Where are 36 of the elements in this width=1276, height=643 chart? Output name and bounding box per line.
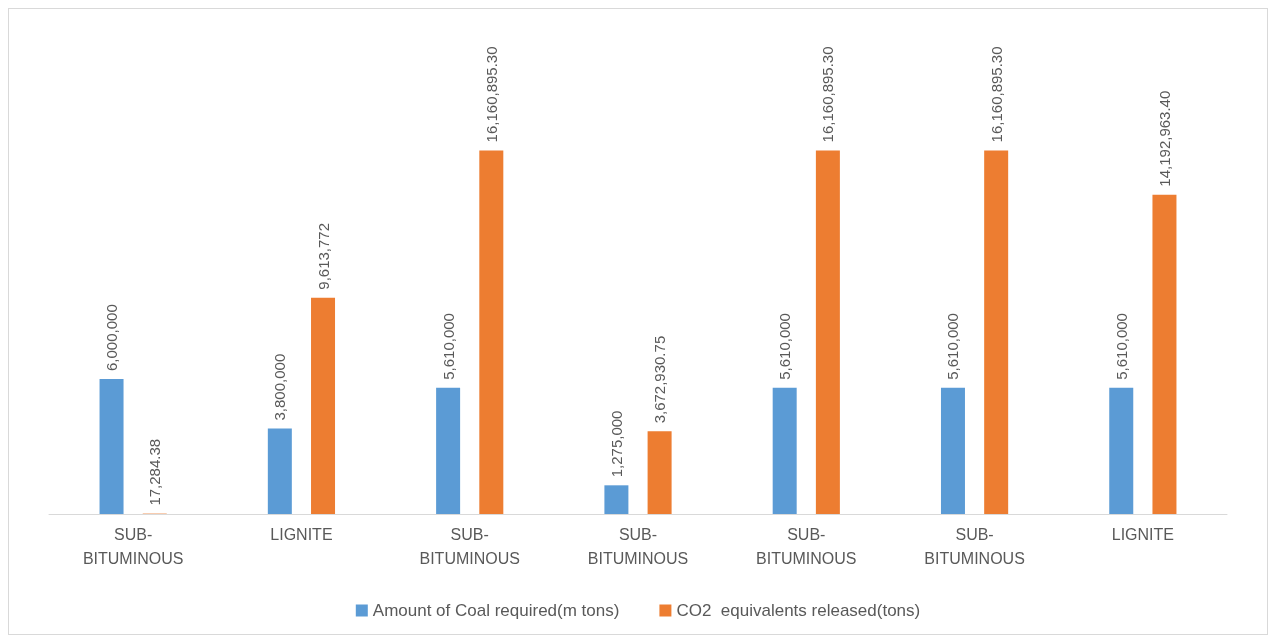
- x-tick-label: SUB-BITUMINOUS: [82, 525, 184, 567]
- data-label: 5,610,000: [439, 313, 457, 380]
- bar: [815, 150, 840, 514]
- data-label: 5,610,000: [1112, 313, 1130, 380]
- x-tick-label: SUB-BITUMINOUS: [587, 525, 689, 567]
- x-tick-label: LIGNITE: [1111, 525, 1174, 543]
- x-tick-label: LIGNITE: [270, 525, 333, 543]
- data-label: 5,610,000: [944, 313, 962, 380]
- data-label: 16,160,895.30: [482, 46, 500, 143]
- data-label: 9,613,772: [314, 222, 332, 290]
- bar: [1109, 387, 1134, 514]
- bar: [436, 387, 461, 514]
- legend-label: Amount of Coal required(m tons): [372, 601, 620, 620]
- data-label: 16,160,895.30: [987, 46, 1005, 143]
- bar: [984, 150, 1009, 514]
- data-label: 5,610,000: [776, 313, 794, 380]
- data-label: 16,160,895.30: [819, 46, 837, 143]
- data-label: 3,800,000: [271, 353, 289, 421]
- x-tick-label: SUB-BITUMINOUS: [419, 525, 520, 567]
- legend-label: CO2 equivalents released(tons): [676, 601, 921, 620]
- x-tick-label: SUB-BITUMINOUS: [924, 525, 1025, 567]
- data-label: 14,192,963.40: [1155, 90, 1173, 187]
- bar: [99, 379, 124, 514]
- data-label: 17,284.38: [146, 438, 164, 506]
- bar: [267, 428, 292, 514]
- bar: [647, 431, 672, 514]
- bar: [604, 485, 629, 514]
- bar: [772, 387, 797, 514]
- bar: [940, 387, 965, 514]
- bar: [479, 150, 504, 514]
- bar: [311, 297, 336, 514]
- data-label: 1,275,000: [607, 410, 625, 478]
- x-tick-label: SUB-BITUMINOUS: [756, 525, 857, 567]
- data-label: 3,672,930.75: [651, 335, 669, 424]
- data-label: 6,000,000: [103, 304, 121, 371]
- bar: [1152, 194, 1177, 514]
